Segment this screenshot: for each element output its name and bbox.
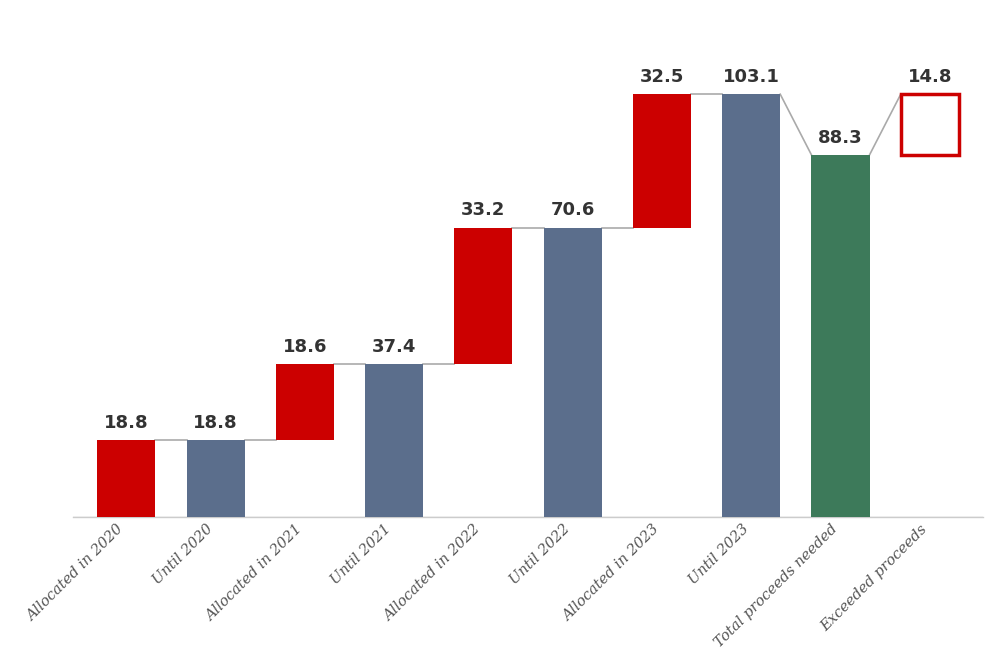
Text: 32.5: 32.5 — [640, 68, 684, 86]
Bar — [454, 227, 512, 364]
Text: 70.6: 70.6 — [550, 201, 595, 219]
Bar — [97, 440, 155, 517]
Bar — [811, 155, 870, 517]
Text: 14.8: 14.8 — [908, 68, 952, 86]
Bar — [365, 364, 423, 517]
Text: 18.6: 18.6 — [283, 338, 327, 356]
Text: 18.8: 18.8 — [104, 414, 149, 432]
Bar — [633, 94, 691, 227]
Bar — [544, 227, 602, 517]
Text: 88.3: 88.3 — [818, 129, 863, 147]
Text: 37.4: 37.4 — [372, 338, 416, 356]
Bar — [722, 94, 780, 517]
Text: 33.2: 33.2 — [461, 201, 506, 219]
Bar — [901, 94, 959, 155]
Bar — [276, 364, 334, 440]
Text: 18.8: 18.8 — [193, 414, 238, 432]
Text: 103.1: 103.1 — [723, 68, 780, 86]
Bar — [187, 440, 245, 517]
